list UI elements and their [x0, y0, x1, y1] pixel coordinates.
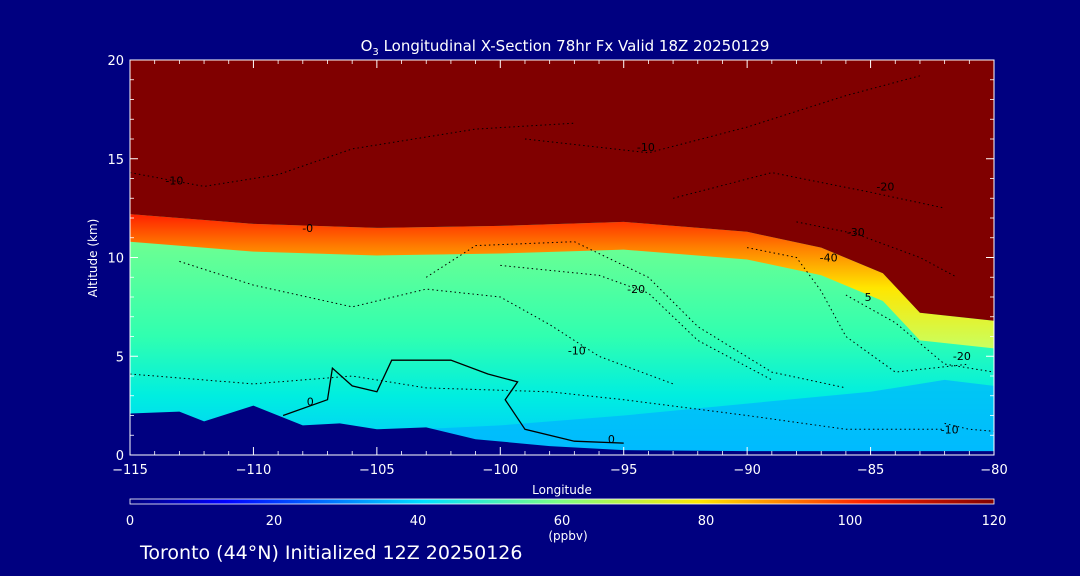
y-tick-label: 20	[107, 54, 124, 69]
contour-line	[796, 221, 958, 278]
x-tick-label: −105	[359, 463, 395, 478]
colorbar-unit-label: (ppbv)	[548, 529, 587, 543]
colorbar-tick-label: 100	[838, 514, 863, 529]
contour-line	[672, 172, 945, 209]
contour-line	[500, 264, 773, 381]
contour-label: -20	[627, 283, 645, 296]
x-axis-label: Longitude	[532, 483, 592, 497]
contour-labels: -10 -0 -10 -20 -30 -40 -20 -10 0 0 -20 -10 5	[165, 141, 970, 446]
y-tick-label: 0	[116, 449, 124, 464]
y-axis: 0 5 10 15 20	[107, 54, 994, 464]
contour-label: 0	[307, 396, 314, 409]
y-tick-label: 5	[116, 350, 124, 365]
terrain-mask	[130, 405, 994, 455]
contour-line	[130, 122, 575, 187]
x-tick-label: −85	[857, 463, 884, 478]
contour-label: 0	[608, 433, 615, 446]
y-tick-label: 10	[107, 252, 124, 267]
y-tick-label: 15	[107, 153, 124, 168]
x-tick-label: −100	[482, 463, 518, 478]
contour-label: -10	[568, 344, 586, 357]
plot-area: -10 -0 -10 -20 -30 -40 -20 -10 0 0 -20 -10 5	[130, 60, 994, 455]
contour-line	[747, 247, 970, 373]
contour-line	[524, 75, 921, 154]
colorbar-tick-label: 120	[982, 514, 1007, 529]
colorbar-tick-label: 20	[266, 514, 283, 529]
x-tick-label: −115	[112, 463, 148, 478]
footer-caption: Toronto (44°N) Initialized 12Z 20250126	[140, 542, 523, 564]
colorbar-ticks: 0 20 40 60 80 100 120	[126, 514, 1007, 529]
colorbar-tick-label: 60	[554, 514, 571, 529]
stratosphere-fill	[130, 60, 994, 321]
contour-label: -20	[953, 350, 971, 363]
contour-label: -40	[820, 251, 838, 264]
contour-line	[845, 294, 994, 373]
y-axis-label: Altitude (km)	[86, 219, 100, 298]
contour-line	[944, 422, 994, 432]
contour-label: -10	[165, 174, 183, 187]
contour-label: -10	[941, 423, 959, 436]
contour-line	[179, 260, 674, 385]
contour-lines	[130, 75, 994, 432]
x-tick-label: −80	[980, 463, 1007, 478]
contour-label: 5	[865, 291, 872, 304]
colorbar-tick-label: 80	[698, 514, 715, 529]
x-tick-label: −90	[733, 463, 760, 478]
colorbar-tick-label: 40	[410, 514, 427, 529]
x-axis: −115 −110 −105 −100 −95 −90 −85 −80	[112, 60, 1008, 478]
x-tick-label: −95	[610, 463, 637, 478]
tropopause-gradient	[130, 214, 994, 349]
colorbar	[129, 498, 995, 505]
contour-label: -30	[847, 226, 865, 239]
contour-label: -10	[637, 141, 655, 154]
colorbar-tick-label: 0	[126, 514, 134, 529]
x-tick-label: −110	[236, 463, 272, 478]
chart-title: O3 Longitudinal X-Section 78hr Fx Valid …	[361, 37, 770, 58]
contour-label: -20	[876, 180, 894, 193]
zero-contour	[282, 359, 624, 444]
contour-line	[425, 241, 847, 389]
contour-label: -0	[302, 222, 313, 235]
